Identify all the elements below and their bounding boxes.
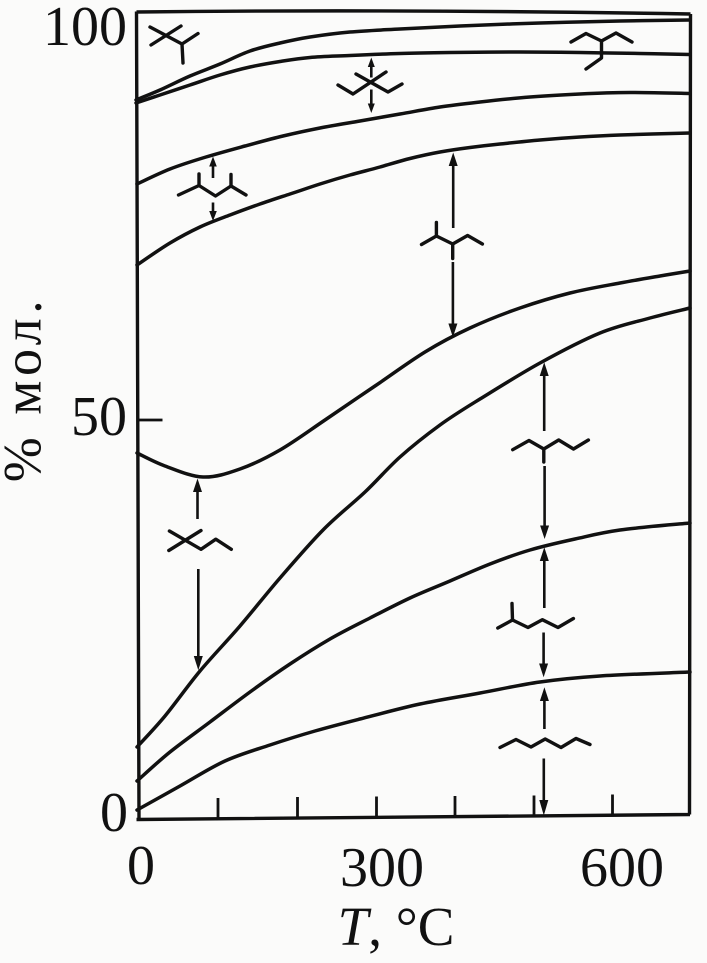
svg-text:100: 100 <box>43 0 127 58</box>
svg-text:0: 0 <box>127 835 155 897</box>
svg-text:50: 50 <box>71 386 127 448</box>
svg-text:600: 600 <box>580 837 664 899</box>
svg-text:% мол.: % мол. <box>0 296 53 482</box>
svg-text:T, °C: T, °C <box>338 896 455 957</box>
svg-text:0: 0 <box>100 782 128 844</box>
svg-text:300: 300 <box>340 837 424 899</box>
